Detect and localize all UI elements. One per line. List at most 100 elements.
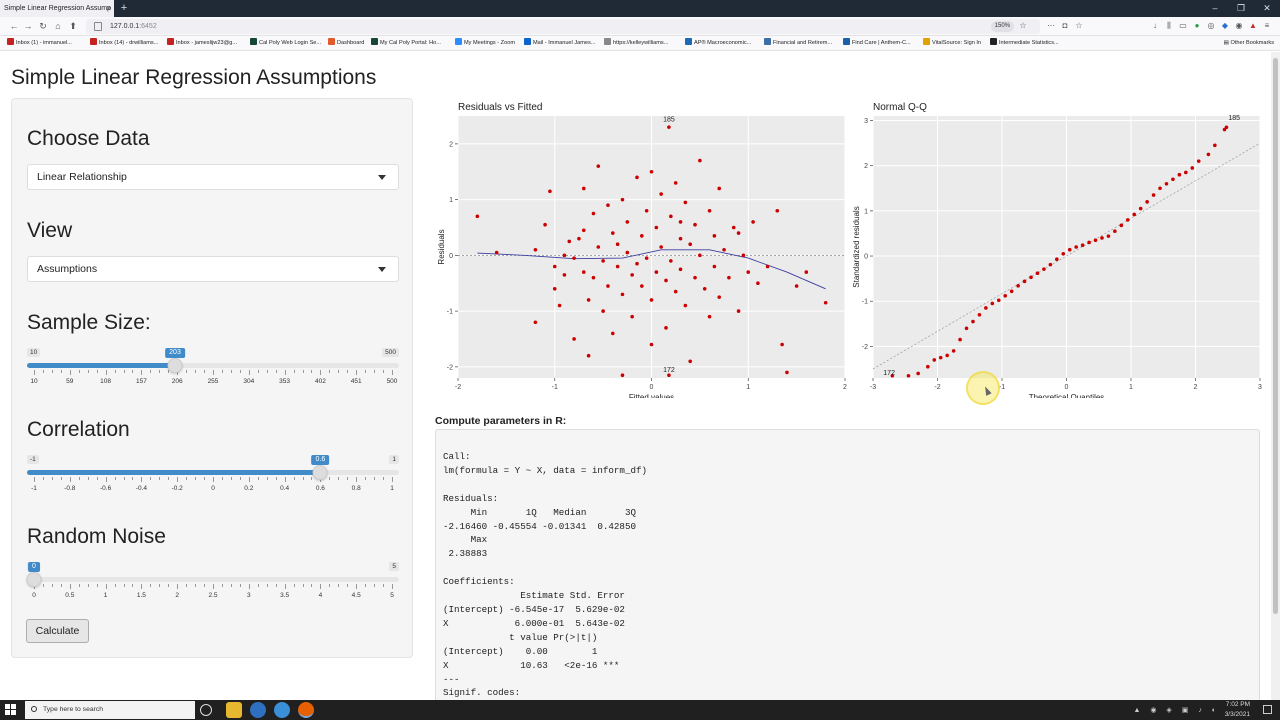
sidebar-toggle-icon[interactable]: ▭ bbox=[1179, 21, 1187, 30]
calculate-button[interactable]: Calculate bbox=[26, 619, 89, 643]
bookmark-item[interactable]: Mail - Immanuel James... bbox=[524, 38, 595, 49]
data-point bbox=[984, 306, 988, 310]
data-point bbox=[494, 250, 499, 255]
minimize-button[interactable]: – bbox=[1212, 3, 1218, 13]
slider-tick bbox=[78, 477, 80, 480]
extension-icon[interactable]: ◎ bbox=[1207, 21, 1215, 30]
bookmark-item[interactable]: Inbox - jameslijw23@g... bbox=[167, 38, 237, 49]
windows-start-icon[interactable] bbox=[5, 704, 16, 715]
new-tab-button[interactable]: + bbox=[120, 2, 128, 14]
downloads-icon[interactable]: ↓ bbox=[1153, 21, 1157, 30]
bookmark-item[interactable]: VitalSource: Sign In bbox=[923, 38, 981, 49]
bookmark-item[interactable]: Dashboard bbox=[328, 38, 364, 49]
task-view-icon[interactable] bbox=[200, 704, 212, 716]
bookmark-star-icon[interactable]: ☆ bbox=[1019, 21, 1027, 30]
menu-icon[interactable]: ≡ bbox=[1264, 21, 1270, 30]
random-noise-slider[interactable]: 05000.511.522.533.544.55 bbox=[26, 562, 399, 612]
data-point bbox=[630, 314, 634, 319]
bookmark-item[interactable]: AP® Macroeconomic... bbox=[685, 38, 751, 49]
bookmark-item[interactable]: Find Care | Anthem-C... bbox=[843, 38, 911, 49]
slider-tick bbox=[392, 370, 393, 375]
extension-red-icon[interactable]: ▲ bbox=[1249, 21, 1257, 30]
taskbar-clock[interactable]: 7:02 PM 3/3/2021 bbox=[1225, 700, 1250, 720]
slider-tick bbox=[239, 370, 241, 373]
site-info-icon[interactable] bbox=[94, 22, 102, 31]
data-point bbox=[659, 192, 663, 196]
account-icon[interactable]: ◉ bbox=[1235, 21, 1243, 30]
y-tick-label: 0 bbox=[449, 253, 453, 260]
more-actions-icon[interactable]: ⋯ bbox=[1047, 21, 1055, 30]
file-explorer-icon[interactable] bbox=[226, 702, 242, 718]
bookmark-item[interactable]: My Meetings - Zoom bbox=[455, 38, 515, 49]
notification-icon[interactable] bbox=[1263, 705, 1272, 714]
clock-date: 3/3/2021 bbox=[1224, 711, 1250, 718]
slider-track[interactable] bbox=[27, 577, 399, 582]
slider-handle[interactable] bbox=[312, 465, 328, 480]
sidebar-panel: Choose Data Linear Relationship View Ass… bbox=[11, 98, 413, 658]
bookmark-item[interactable]: Cal Poly Web Login Se... bbox=[250, 38, 321, 49]
data-point bbox=[712, 234, 717, 238]
slider-handle[interactable] bbox=[26, 572, 42, 587]
choose-data-select[interactable]: Linear Relationship bbox=[27, 164, 399, 190]
correlation-slider[interactable]: -1 1 0.6 -1 -0.8 -0.6 -0.4 -0.2 0 0.2 0.4 0.6 0.8 1 bbox=[27, 455, 399, 505]
r-app-icon[interactable] bbox=[250, 702, 266, 718]
slider-tick bbox=[96, 370, 98, 373]
slider-min-label: -1 bbox=[27, 455, 39, 464]
data-point bbox=[951, 349, 956, 353]
data-point bbox=[1119, 223, 1124, 228]
data-point bbox=[971, 319, 975, 324]
close-window-button[interactable]: ✕ bbox=[1263, 3, 1271, 13]
data-point bbox=[916, 371, 920, 376]
maximize-button[interactable]: ❐ bbox=[1236, 3, 1246, 13]
bookmark-item[interactable]: My Cal Poly Portal: Ho... bbox=[371, 38, 441, 49]
slider-tick bbox=[141, 477, 143, 482]
slider-tick bbox=[230, 477, 232, 480]
data-point bbox=[678, 236, 683, 241]
data-point bbox=[693, 222, 697, 227]
slider-tick-label: 59 bbox=[66, 378, 74, 385]
slider-tick bbox=[186, 584, 188, 587]
data-point bbox=[688, 359, 692, 364]
forward-arrow-icon[interactable]: → bbox=[23, 21, 33, 31]
slider-ticks bbox=[27, 477, 399, 485]
bookmark-icon[interactable]: ☆ bbox=[1075, 21, 1083, 30]
extension-shield-icon[interactable]: ◆ bbox=[1221, 21, 1229, 30]
browser-tab[interactable]: Simple Linear Regression Assump × bbox=[0, 0, 114, 17]
bookmark-item[interactable]: Inbox (1) - immanuel... bbox=[7, 38, 72, 49]
data-point bbox=[591, 275, 596, 280]
back-arrow-icon[interactable]: ← bbox=[9, 21, 19, 31]
home-icon[interactable]: ⌂ bbox=[55, 21, 61, 31]
tab-close-icon[interactable]: × bbox=[106, 4, 111, 13]
pocket-icon[interactable]: ⬆ bbox=[69, 21, 77, 31]
data-point bbox=[756, 281, 760, 286]
slider-handle[interactable] bbox=[167, 358, 183, 373]
bookmark-item[interactable]: Inbox (14) - drwilliams... bbox=[90, 38, 158, 49]
bookmark-item[interactable]: Financial and Retirem... bbox=[764, 38, 832, 49]
firefox-app-icon[interactable] bbox=[298, 702, 314, 718]
slider-value-label: 203 bbox=[165, 348, 185, 358]
pocket-save-icon[interactable]: ◘ bbox=[1062, 21, 1068, 30]
page-scrollbar[interactable] bbox=[1271, 52, 1280, 700]
chrome-app-icon[interactable] bbox=[274, 702, 290, 718]
sample-size-slider[interactable]: 10 500 203 10 59 108 157 206 255 304 353 402 451 500 bbox=[27, 348, 399, 398]
system-tray-icons[interactable]: ▲ ◉ ◈ ▣ ♪ ◐ bbox=[1133, 707, 1220, 714]
url-bar[interactable]: 127.0.0.1:6452 150% ☆ bbox=[86, 19, 1040, 34]
url-port: :6452 bbox=[139, 23, 157, 30]
taskbar-search-input[interactable]: Type here to search bbox=[25, 701, 195, 719]
bookmark-item[interactable]: Intermediate Statistics... bbox=[990, 38, 1059, 49]
other-bookmarks[interactable]: ▤ Other Bookmarks bbox=[1224, 38, 1274, 49]
data-point bbox=[712, 264, 717, 269]
scrollbar-thumb[interactable] bbox=[1273, 58, 1278, 614]
slider-track[interactable] bbox=[27, 363, 399, 368]
slider-tick-label: 5 bbox=[390, 592, 394, 599]
slider-tick bbox=[365, 584, 367, 587]
bookmark-favicon-icon bbox=[7, 38, 14, 45]
slider-tick bbox=[42, 584, 44, 587]
zoom-level-badge[interactable]: 150% bbox=[990, 21, 1014, 32]
slider-tick-label: 0.6 bbox=[315, 485, 325, 492]
view-select[interactable]: Assumptions bbox=[27, 256, 399, 282]
extension-grammarly-icon[interactable]: ● bbox=[1194, 21, 1200, 30]
bookmark-item[interactable]: https://kelleywilliams... bbox=[604, 38, 668, 49]
library-icon[interactable]: ⫼ bbox=[1167, 21, 1171, 30]
reload-icon[interactable]: ↻ bbox=[39, 21, 47, 31]
